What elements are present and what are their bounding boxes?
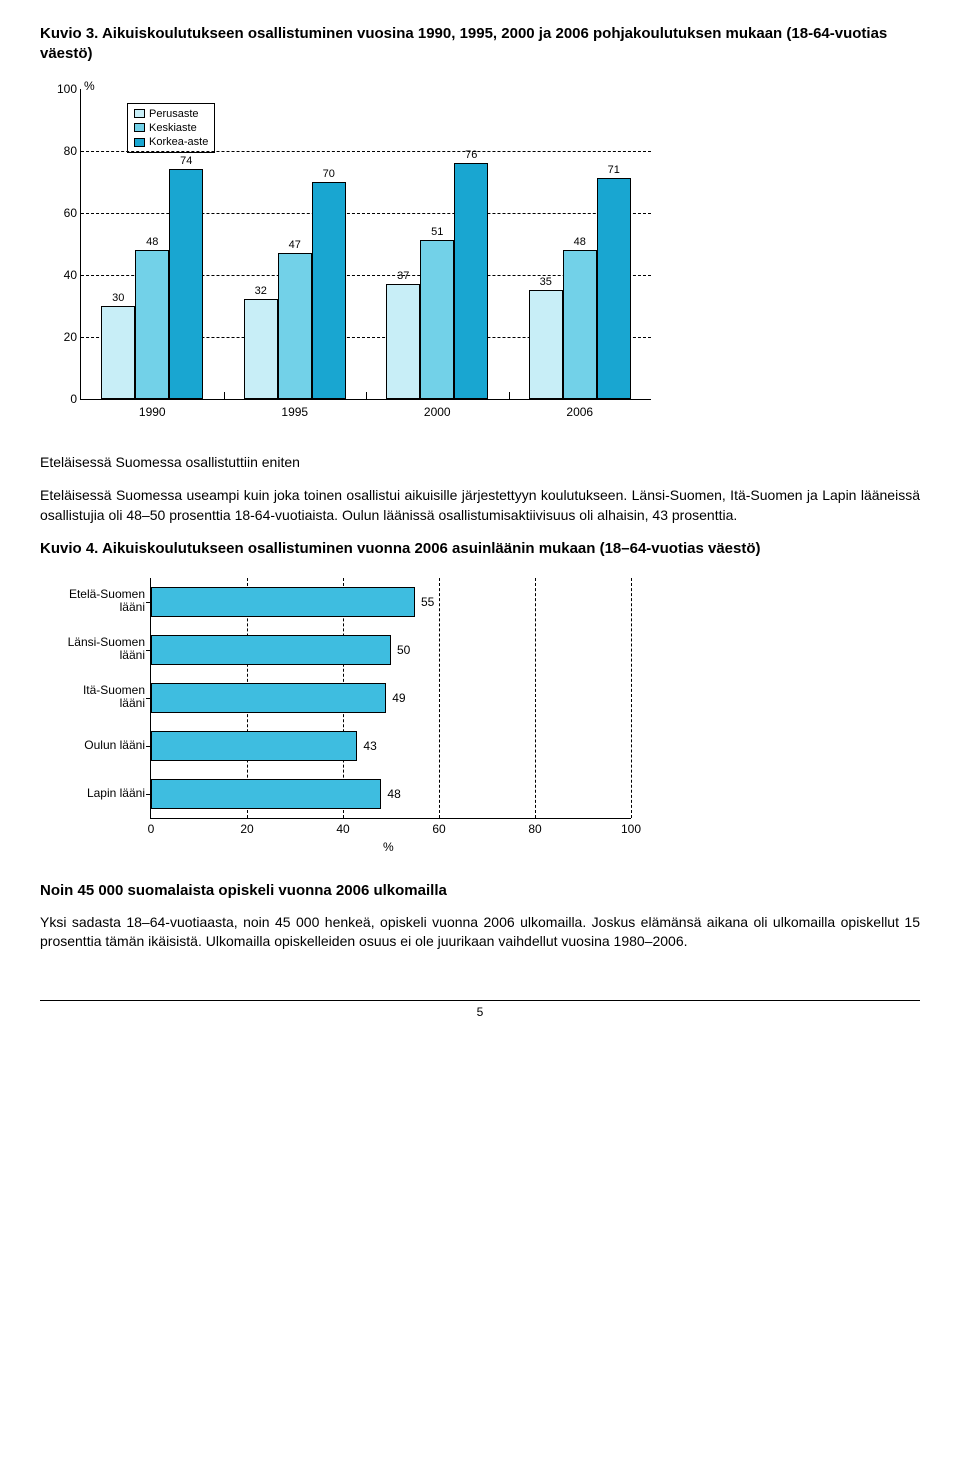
chart1-bar-value: 48: [564, 236, 596, 248]
chart2-bar: [151, 731, 357, 761]
legend-row: Korkea-aste: [134, 135, 208, 149]
chart1-bar: 74: [169, 169, 203, 398]
chart1-bar: 70: [312, 182, 346, 399]
para-region-body: Eteläisessä Suomessa useampi kuin joka t…: [40, 486, 920, 525]
chart1-bar: 51: [420, 240, 454, 398]
chart1-bar-value: 48: [136, 236, 168, 248]
chart1-bar: 35: [529, 290, 563, 399]
chart2-gridline: [439, 578, 440, 818]
chart1-ytick: 0: [49, 392, 81, 406]
chart2-ylabel: Lapin lääni: [41, 787, 151, 801]
chart2-xtick: 0: [148, 822, 155, 836]
legend-label: Keskiaste: [149, 121, 197, 135]
legend-row: Keskiaste: [134, 121, 208, 135]
chart2-ytick-mark: [146, 602, 151, 603]
chart2-plot: 020406080100Etelä-Suomenlääni55Länsi-Suo…: [150, 578, 631, 819]
chart1-ytick: 60: [49, 206, 81, 220]
chart1-bar: 48: [563, 250, 597, 399]
chart1-xlabel: 2006: [509, 405, 652, 419]
chart2-gridline: [631, 578, 632, 818]
chart1-plot: Perusaste Keskiaste Korkea-aste 02040608…: [80, 89, 651, 400]
para-region-heading: Eteläisessä Suomessa osallistuttiin enit…: [40, 453, 920, 473]
chart2-ytick-mark: [146, 794, 151, 795]
legend-swatch-perusaste: [134, 109, 145, 118]
chart1-bar-value: 32: [245, 285, 277, 297]
chart2-container: 0 20 40 60 80 100 Etelä-Suomenlääni 55 Länsi-Suo…: [40, 574, 660, 864]
chart2-ylabel: Etelä-Suomenlääni: [41, 588, 151, 616]
chart2-bar-value: 48: [387, 787, 400, 801]
chart2-ytick-mark: [146, 650, 151, 651]
figure3-heading: Kuvio 3. Aikuiskoulutukseen osallistumin…: [40, 24, 920, 65]
chart1-ytick: 80: [49, 144, 81, 158]
legend-label: Perusaste: [149, 107, 199, 121]
chart1-xlabel: 1990: [81, 405, 224, 419]
para-abroad: Yksi sadasta 18–64-vuotiaasta, noin 45 0…: [40, 913, 920, 952]
legend-row: Perusaste: [134, 107, 208, 121]
chart1-bar: 47: [278, 253, 312, 399]
legend-label: Korkea-aste: [149, 135, 208, 149]
chart2-ytick-mark: [146, 746, 151, 747]
chart2-bar: [151, 587, 415, 617]
chart1-bar-value: 51: [421, 226, 453, 238]
chart1-legend: Perusaste Keskiaste Korkea-aste: [127, 103, 215, 154]
chart1-xlabel: 1995: [224, 405, 367, 419]
chart2-ylabel: Oulun lääni: [41, 739, 151, 753]
chart1-bar-value: 30: [102, 292, 134, 304]
chart1-bar-value: 76: [455, 149, 487, 161]
chart2-x-unit: %: [383, 840, 394, 854]
chart1-ytick: 100: [49, 82, 81, 96]
chart2-bar: [151, 683, 386, 713]
chart1-bar-value: 47: [279, 239, 311, 251]
chart1-bar: 71: [597, 178, 631, 398]
chart1-ytick: 20: [49, 330, 81, 344]
chart2-ylabel: Länsi-Suomenlääni: [41, 636, 151, 664]
chart2-bar-value: 55: [421, 595, 434, 609]
chart1-bar-value: 74: [170, 155, 202, 167]
page-footer: 5: [40, 1000, 920, 1019]
chart1-bar: 30: [101, 306, 135, 399]
chart2-bar: [151, 779, 381, 809]
chart1-bar-value: 35: [530, 276, 562, 288]
figure4-heading: Kuvio 4. Aikuiskoulutukseen osallistumin…: [40, 539, 920, 559]
chart2-bar-value: 50: [397, 643, 410, 657]
chart2-xtick: 80: [528, 822, 541, 836]
chart2-ylabel: Itä-Suomenlääni: [41, 684, 151, 712]
chart1-gridline: [81, 213, 651, 214]
chart2-xtick: 40: [336, 822, 349, 836]
chart2-xtick: 20: [240, 822, 253, 836]
chart2-bar: [151, 635, 391, 665]
chart2-xtick: 60: [432, 822, 445, 836]
legend-swatch-keskiaste: [134, 123, 145, 132]
chart2-gridline: [535, 578, 536, 818]
chart1-container: % Perusaste Keskiaste Korkea-aste 020406…: [40, 79, 680, 439]
chart1-bar: 76: [454, 163, 488, 399]
chart1-ytick: 40: [49, 268, 81, 282]
legend-swatch-korkea-aste: [134, 138, 145, 147]
chart1-bar-value: 70: [313, 168, 345, 180]
chart1-bar: 37: [386, 284, 420, 399]
subheading-abroad: Noin 45 000 suomalaista opiskeli vuonna …: [40, 882, 920, 899]
chart2-ytick-mark: [146, 698, 151, 699]
chart2-bar-value: 49: [392, 691, 405, 705]
chart1-xlabel: 2000: [366, 405, 509, 419]
chart2-bar-value: 43: [363, 739, 376, 753]
chart1-bar-value: 37: [387, 270, 419, 282]
chart1-bar: 48: [135, 250, 169, 399]
chart2-xtick: 100: [621, 822, 641, 836]
chart1-bar: 32: [244, 299, 278, 398]
page-number: 5: [477, 1005, 484, 1019]
chart1-bar-value: 71: [598, 164, 630, 176]
chart1-gridline: [81, 151, 651, 152]
